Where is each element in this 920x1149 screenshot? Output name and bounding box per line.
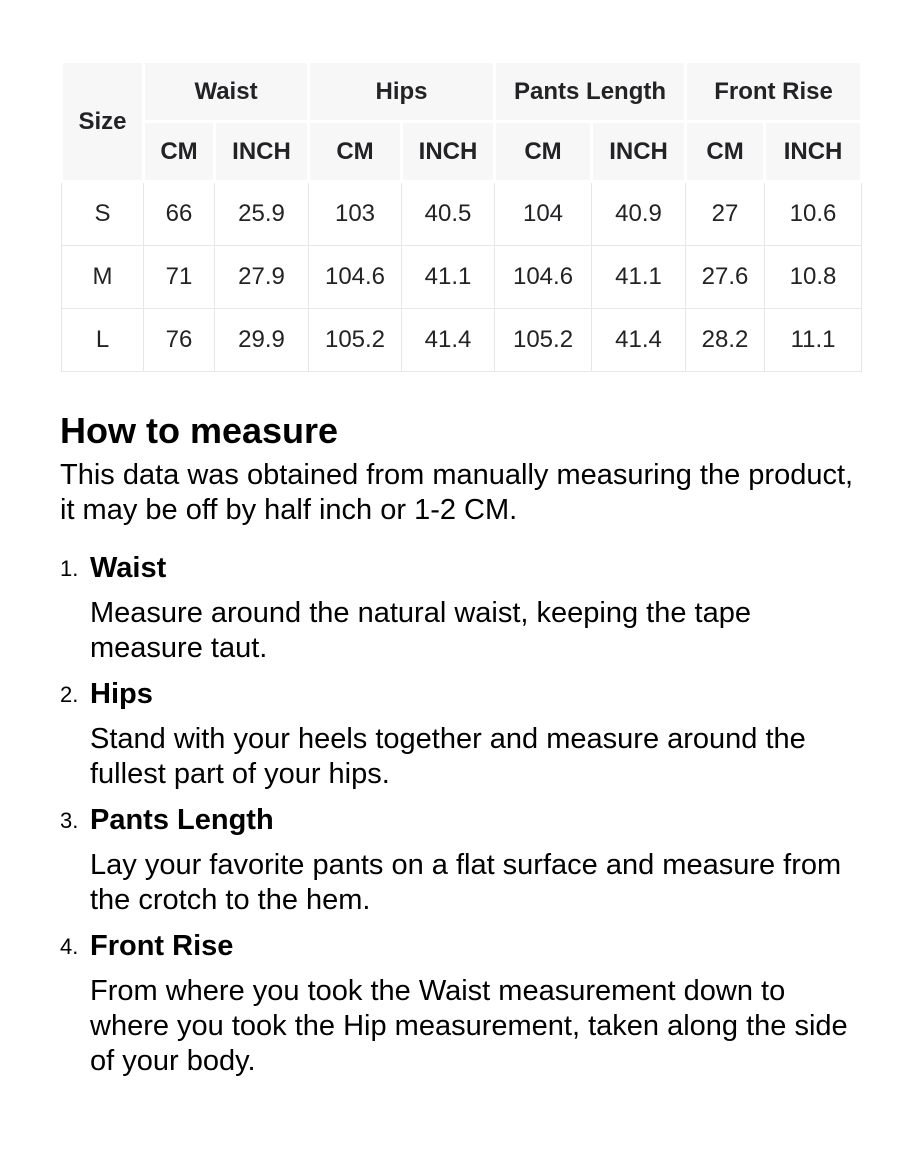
size-chart-body: S 66 25.9 103 40.5 104 40.9 27 10.6 M 71… — [61, 181, 863, 372]
table-cell: 25.9 — [214, 181, 309, 246]
list-item-title: Waist — [90, 552, 167, 584]
unit-header-pants-inch: INCH — [590, 120, 688, 183]
table-cell: 104.6 — [494, 245, 593, 309]
size-chart-table: Size Waist Hips Pants Length Front Rise … — [60, 60, 864, 372]
unit-header-hips-inch: INCH — [399, 120, 497, 183]
column-group-pants-length: Pants Length — [493, 60, 688, 123]
size-cell: S — [61, 181, 144, 246]
table-cell: 104 — [494, 181, 593, 246]
table-cell: 103 — [308, 181, 402, 246]
unit-header-hips-cm: CM — [307, 120, 403, 183]
size-cell: M — [61, 245, 144, 309]
list-item-body: Front Rise From where you took the Waist… — [90, 928, 855, 1079]
unit-header-pants-cm: CM — [493, 120, 594, 183]
list-item-front-rise: 4. Front Rise From where you took the Wa… — [60, 928, 860, 1079]
table-cell: 41.1 — [591, 245, 687, 309]
column-header-size: Size — [60, 60, 145, 183]
how-to-measure-heading: How to measure — [60, 410, 339, 451]
list-item-title: Hips — [90, 678, 153, 710]
unit-header-front-cm: CM — [684, 120, 767, 183]
table-cell: 27 — [685, 181, 766, 246]
list-item-number: 2. — [60, 682, 79, 707]
list-item-number: 4. — [60, 934, 79, 959]
table-cell: 28.2 — [685, 308, 766, 372]
column-group-front-rise: Front Rise — [684, 60, 864, 123]
table-cell: 41.4 — [400, 308, 496, 372]
table-cell: 40.5 — [400, 181, 496, 246]
list-item-description: Stand with your heels together and measu… — [90, 723, 806, 790]
size-chart-header: Size Waist Hips Pants Length Front Rise … — [60, 60, 864, 183]
unit-header-row: CM INCH CM INCH CM INCH CM INCH — [62, 120, 864, 183]
list-item-hips: 2. Hips Stand with your heels together a… — [60, 676, 860, 792]
table-cell: 76 — [143, 308, 215, 372]
column-group-hips: Hips — [306, 60, 497, 123]
list-item-pants-length: 3. Pants Length Lay your favorite pants … — [60, 802, 860, 918]
table-cell: 104.6 — [308, 245, 402, 309]
table-cell: 27.9 — [214, 245, 309, 309]
list-item-body: Hips Stand with your heels together and … — [90, 676, 855, 792]
list-item-description: Lay your favorite pants on a flat surfac… — [90, 849, 842, 916]
table-row-size-l: L 76 29.9 105.2 41.4 105.2 41.4 28.2 11.… — [61, 308, 863, 372]
list-item-description: Measure around the natural waist, keepin… — [90, 597, 751, 664]
list-item-body: Waist Measure around the natural waist, … — [90, 550, 855, 666]
table-cell: 71 — [143, 245, 215, 309]
table-cell: 66 — [143, 181, 215, 246]
table-cell: 40.9 — [591, 181, 687, 246]
table-row-size-s: S 66 25.9 103 40.5 104 40.9 27 10.6 — [61, 181, 863, 246]
list-item-description: From where you took the Waist measuremen… — [90, 975, 848, 1077]
list-item-waist: 1. Waist Measure around the natural wais… — [60, 550, 860, 666]
unit-header-waist-inch: INCH — [213, 120, 310, 183]
column-group-waist: Waist — [142, 60, 310, 123]
list-item-number: 1. — [60, 556, 79, 581]
table-cell: 105.2 — [308, 308, 402, 372]
group-header-row: Size Waist Hips Pants Length Front Rise — [60, 60, 864, 183]
size-guide-page: Size Waist Hips Pants Length Front Rise … — [60, 60, 864, 1079]
table-cell: 41.1 — [400, 245, 496, 309]
unit-header-front-inch: INCH — [763, 120, 864, 183]
size-cell: L — [61, 308, 144, 372]
table-cell: 11.1 — [764, 308, 863, 372]
unit-header-waist-cm: CM — [142, 120, 216, 183]
table-cell: 29.9 — [214, 308, 309, 372]
list-item-title: Pants Length — [90, 804, 274, 836]
table-row-size-m: M 71 27.9 104.6 41.1 104.6 41.1 27.6 10.… — [61, 245, 863, 309]
table-cell: 41.4 — [591, 308, 687, 372]
table-cell: 10.8 — [764, 245, 863, 309]
list-item-number: 3. — [60, 808, 79, 833]
list-item-body: Pants Length Lay your favorite pants on … — [90, 802, 855, 918]
table-cell: 105.2 — [494, 308, 593, 372]
table-cell: 27.6 — [685, 245, 766, 309]
measure-steps-list: 1. Waist Measure around the natural wais… — [60, 550, 860, 1079]
table-cell: 10.6 — [764, 181, 863, 246]
list-item-title: Front Rise — [90, 930, 234, 962]
measure-disclaimer-text: This data was obtained from manually mea… — [60, 459, 854, 526]
